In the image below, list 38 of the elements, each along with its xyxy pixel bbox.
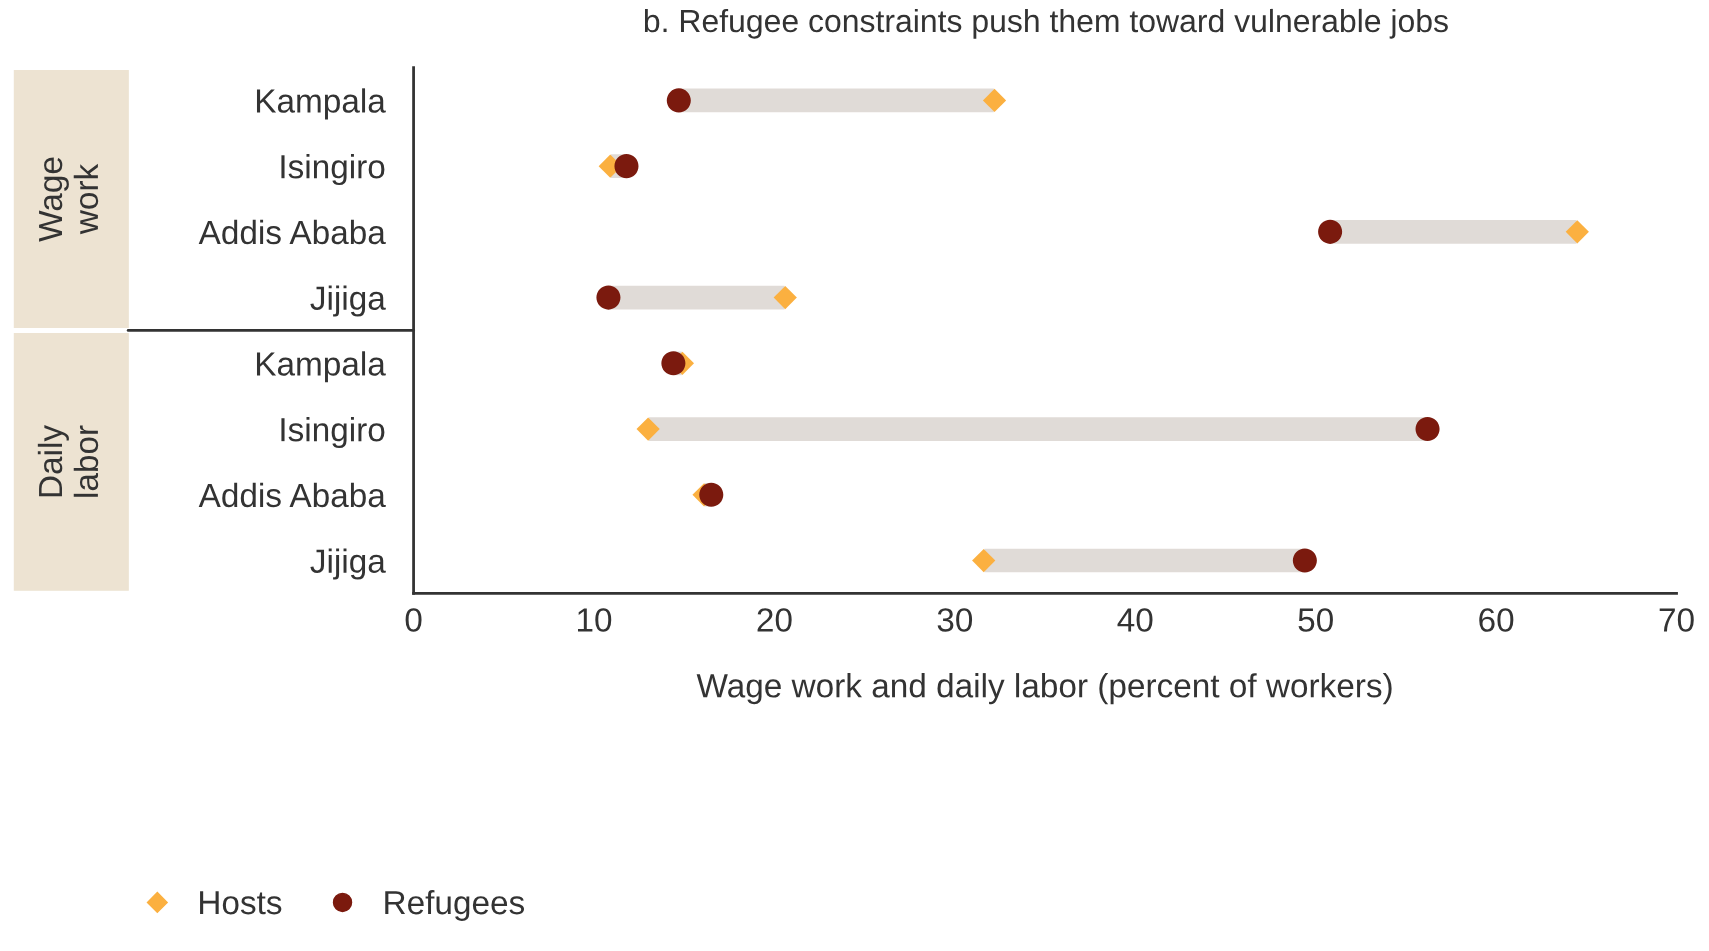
point <box>773 285 797 310</box>
x-axis-title: Wage work and daily labor (percent of workers) <box>696 673 1392 705</box>
x-tick-label: 50 <box>1298 608 1333 632</box>
x-tick-label: 10 <box>578 608 612 632</box>
point <box>636 417 660 441</box>
point <box>1292 548 1317 573</box>
y-tick-label: Jijiga <box>310 285 386 317</box>
chart-title: b. Refugee constraints push them toward vulnerable jobs <box>644 8 1448 39</box>
x-tick-label: 60 <box>1479 608 1514 632</box>
bar <box>647 415 1429 443</box>
y-tick-label: Addis Ababa <box>198 219 386 245</box>
y-tick-label: Isingiro <box>281 417 385 449</box>
point <box>666 88 691 113</box>
point <box>1318 219 1343 244</box>
y-tick-label: Kampala <box>256 351 386 383</box>
bar <box>983 547 1306 574</box>
y-tick-label: Isingiro <box>281 154 385 186</box>
text: Daily labor <box>37 424 99 497</box>
point <box>1415 417 1440 442</box>
x-tick-label: 20 <box>757 608 792 632</box>
x-tick-label: 40 <box>1117 608 1153 632</box>
x-tick-label: 0 <box>405 608 422 632</box>
legend-label: Refugees <box>385 889 525 921</box>
point <box>596 285 621 310</box>
bar <box>607 284 786 311</box>
point <box>1565 220 1589 244</box>
y-tick-label: Kampala <box>256 88 386 120</box>
x-tick-label: 30 <box>937 608 973 632</box>
point <box>972 548 996 573</box>
x-tick-label: 70 <box>1659 608 1694 632</box>
text: Wage work <box>39 157 99 242</box>
y-tick-label: Addis Ababa <box>198 482 386 508</box>
bar <box>678 87 996 114</box>
legend-label: Hosts <box>200 891 282 915</box>
bar <box>1329 218 1578 246</box>
point <box>982 88 1007 113</box>
y-tick-label: Jijiga <box>310 548 386 580</box>
point <box>614 154 639 179</box>
